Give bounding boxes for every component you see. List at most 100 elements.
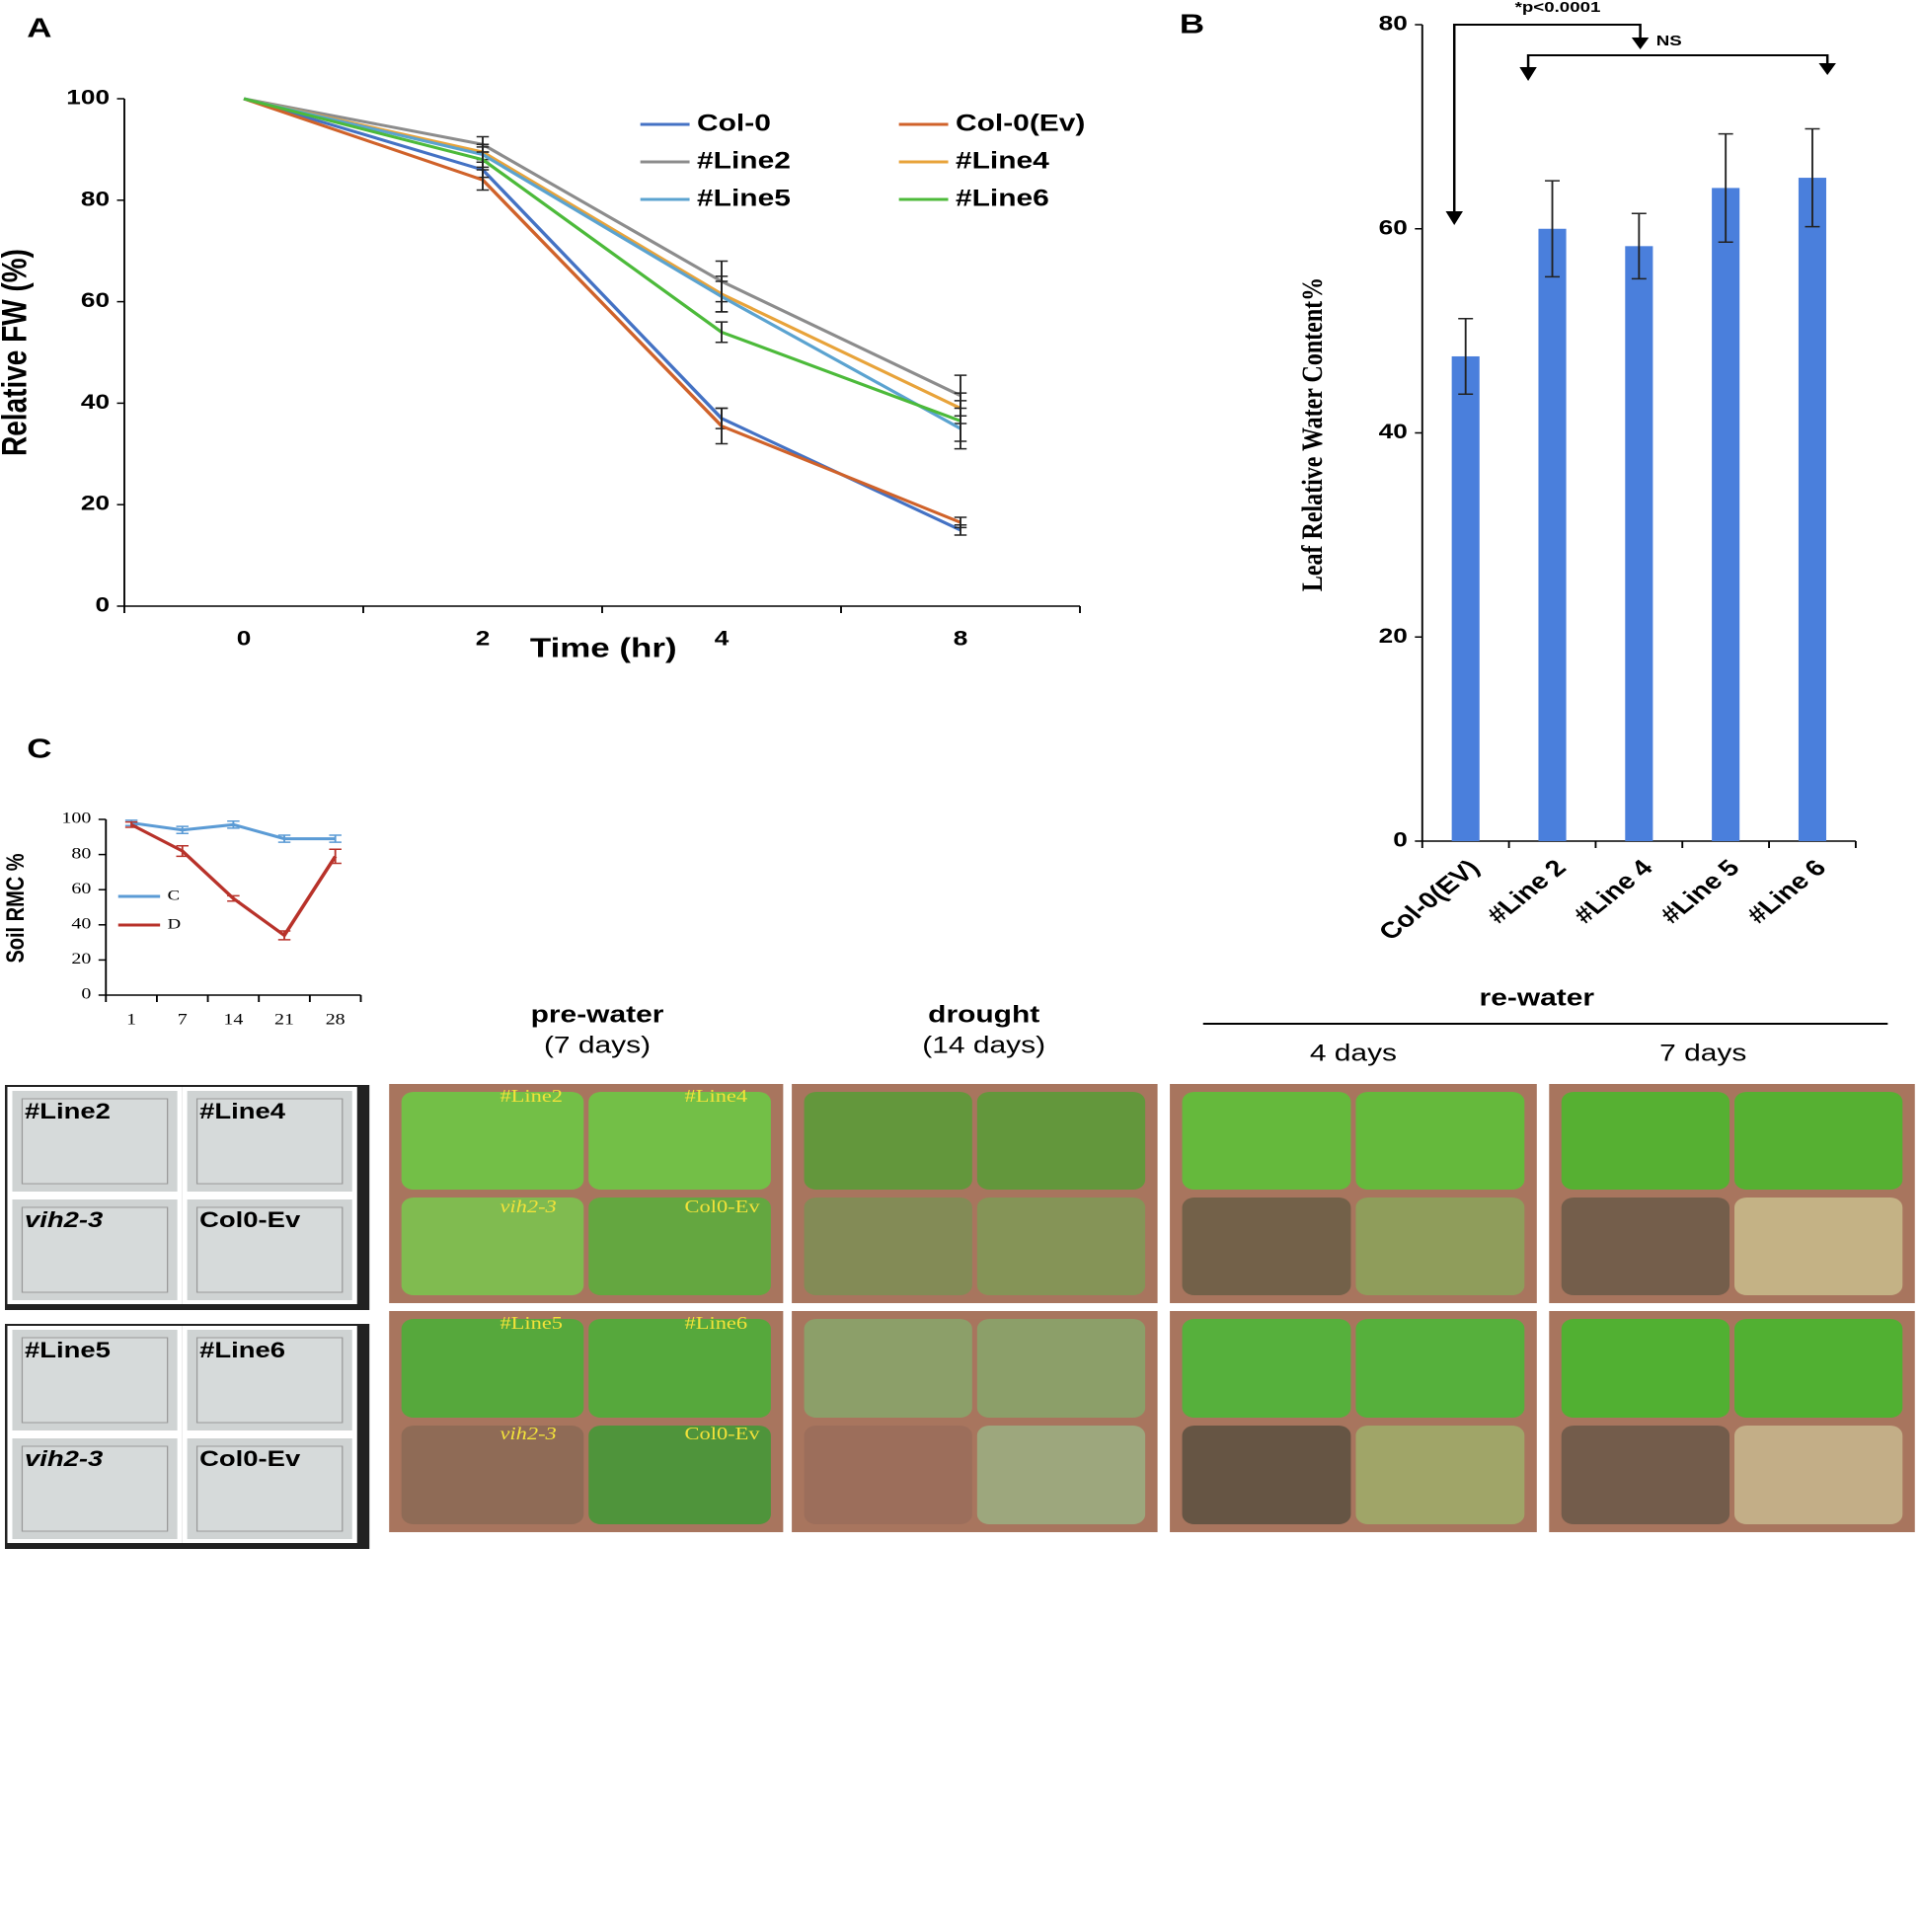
column-subheading: 4 days bbox=[1310, 1039, 1397, 1065]
y-tick-label: 0 bbox=[1393, 829, 1408, 852]
column-heading: pre-water bbox=[531, 1000, 664, 1027]
y-tick-label: 20 bbox=[81, 493, 110, 515]
y-tick-label: 40 bbox=[71, 914, 91, 932]
photo-plants bbox=[588, 1319, 771, 1418]
tray-cell-inner bbox=[21, 1445, 169, 1532]
annotation: *p<0.0001 bbox=[1515, 0, 1601, 16]
tray-cell-inner bbox=[195, 1206, 344, 1293]
x-tick-label: 4 bbox=[715, 628, 730, 651]
error-bar bbox=[329, 848, 342, 865]
photo-plants bbox=[1355, 1319, 1525, 1418]
error-bar bbox=[715, 321, 729, 344]
photo-plants bbox=[1734, 1198, 1903, 1295]
error-bar bbox=[476, 169, 490, 192]
tray-label: Col0-Ev bbox=[199, 1207, 300, 1232]
photo-label: #Line6 bbox=[685, 1314, 748, 1333]
photo-plants bbox=[976, 1426, 1146, 1524]
bar bbox=[1712, 188, 1740, 841]
x-tick-label: #Line 4 bbox=[1567, 854, 1659, 928]
y-tick-label: 40 bbox=[1379, 421, 1408, 443]
x-tick-label: 14 bbox=[223, 1011, 243, 1029]
arrowheads bbox=[1445, 38, 1836, 225]
series-line bbox=[243, 97, 961, 532]
legend-label: #Line4 bbox=[956, 146, 1049, 173]
x-tick-label: 7 bbox=[178, 1011, 188, 1029]
photo-plants bbox=[1182, 1426, 1351, 1524]
y-tick-label: 60 bbox=[81, 289, 110, 312]
photo-label: vih2-3 bbox=[499, 1198, 556, 1216]
error-bar bbox=[227, 820, 240, 829]
y-tick-label: 20 bbox=[71, 950, 91, 967]
x-tick-label: 21 bbox=[274, 1011, 294, 1029]
tray-cell-inner bbox=[21, 1206, 169, 1293]
column-subheading: 7 days bbox=[1659, 1039, 1746, 1065]
significance-bracket bbox=[1452, 24, 1829, 217]
error-bar bbox=[1458, 317, 1474, 395]
x-tick-label: 1 bbox=[126, 1011, 136, 1029]
photo-label: #Line5 bbox=[499, 1314, 563, 1333]
tray-label: #Line6 bbox=[199, 1338, 285, 1362]
y-tick-label: 20 bbox=[1379, 625, 1408, 648]
x-tick-label: #Line 6 bbox=[1740, 854, 1832, 928]
tray-cell-inner bbox=[21, 1337, 169, 1424]
error-bar bbox=[476, 151, 490, 169]
column-heading: drought bbox=[928, 1000, 1039, 1027]
error-bar bbox=[176, 844, 189, 858]
series-line bbox=[243, 97, 961, 410]
legend-label: #Line5 bbox=[697, 184, 791, 210]
photo-plants bbox=[804, 1426, 972, 1524]
error-bar bbox=[715, 280, 729, 313]
error-bar bbox=[124, 820, 138, 828]
panel-label: C bbox=[27, 733, 51, 764]
tray-cell-inner bbox=[195, 1337, 344, 1424]
x-tick-label: 2 bbox=[476, 628, 491, 651]
bar bbox=[1798, 178, 1827, 841]
photo-plants bbox=[804, 1092, 972, 1190]
photo-plants bbox=[804, 1198, 972, 1295]
photo-label: #Line2 bbox=[499, 1087, 563, 1106]
photo-label: vih2-3 bbox=[499, 1425, 556, 1443]
legend-label: Col-0 bbox=[697, 109, 771, 135]
y-tick-label: 40 bbox=[81, 391, 110, 414]
photo-plants bbox=[588, 1426, 771, 1524]
photo-plants bbox=[976, 1198, 1146, 1295]
photo-plants bbox=[1734, 1319, 1903, 1418]
photo-plants bbox=[976, 1092, 1146, 1190]
error-bar bbox=[954, 516, 967, 529]
series-line bbox=[243, 97, 961, 397]
photo-plants bbox=[1182, 1319, 1351, 1418]
error-bar bbox=[1545, 180, 1561, 278]
bar bbox=[1538, 228, 1567, 841]
x-tick-label: 0 bbox=[237, 628, 252, 651]
error-bar bbox=[227, 894, 240, 902]
x-tick-label: #Line 2 bbox=[1480, 854, 1572, 928]
x-tick-label: 8 bbox=[954, 628, 968, 651]
bar bbox=[1625, 246, 1653, 842]
photo-plants bbox=[1355, 1198, 1525, 1295]
y-tick-label: 100 bbox=[61, 810, 91, 827]
column-subheading: (14 days) bbox=[922, 1031, 1045, 1057]
photo-label: Col0-Ev bbox=[685, 1198, 761, 1216]
photo-plants bbox=[401, 1426, 584, 1524]
legend-label: C bbox=[168, 887, 180, 903]
y-tick-label: 60 bbox=[71, 880, 91, 897]
photo-plants bbox=[1734, 1092, 1903, 1190]
tray-label: #Line2 bbox=[25, 1099, 111, 1123]
column-subheading: (7 days) bbox=[544, 1031, 651, 1057]
photo-label: #Line4 bbox=[685, 1087, 748, 1106]
series-line bbox=[243, 97, 961, 423]
tray-label: vih2-3 bbox=[25, 1446, 103, 1471]
photo-plants bbox=[1561, 1319, 1730, 1418]
tray-label: vih2-3 bbox=[25, 1207, 103, 1232]
tray-label: Col0-Ev bbox=[199, 1446, 300, 1471]
y-tick-label: 80 bbox=[1379, 13, 1408, 36]
legend-label: #Line6 bbox=[956, 184, 1049, 210]
photo-plants bbox=[401, 1198, 584, 1295]
photo-plants bbox=[1561, 1092, 1730, 1190]
x-tick-label: 28 bbox=[326, 1011, 346, 1029]
photo-plants bbox=[588, 1092, 771, 1190]
x-tick-label: Col-0(EV) bbox=[1372, 854, 1486, 945]
tray-cell-inner bbox=[195, 1098, 344, 1185]
y-axis-label: Soil RMC % bbox=[2, 853, 30, 963]
